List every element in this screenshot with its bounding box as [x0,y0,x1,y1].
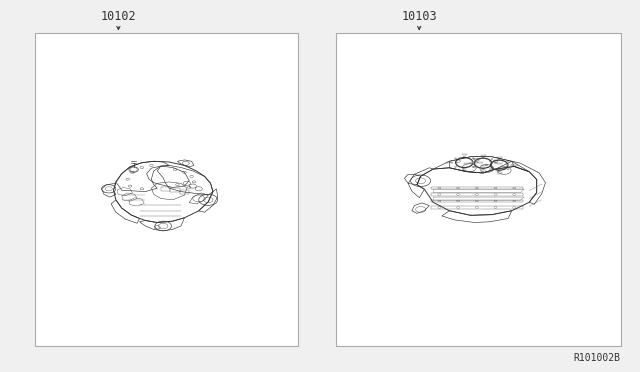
Text: R101002B: R101002B [574,353,621,363]
Bar [336,33,621,346]
Text: 10102: 10102 [100,10,136,23]
Text: 10103: 10103 [401,10,437,23]
Bar [35,33,298,346]
